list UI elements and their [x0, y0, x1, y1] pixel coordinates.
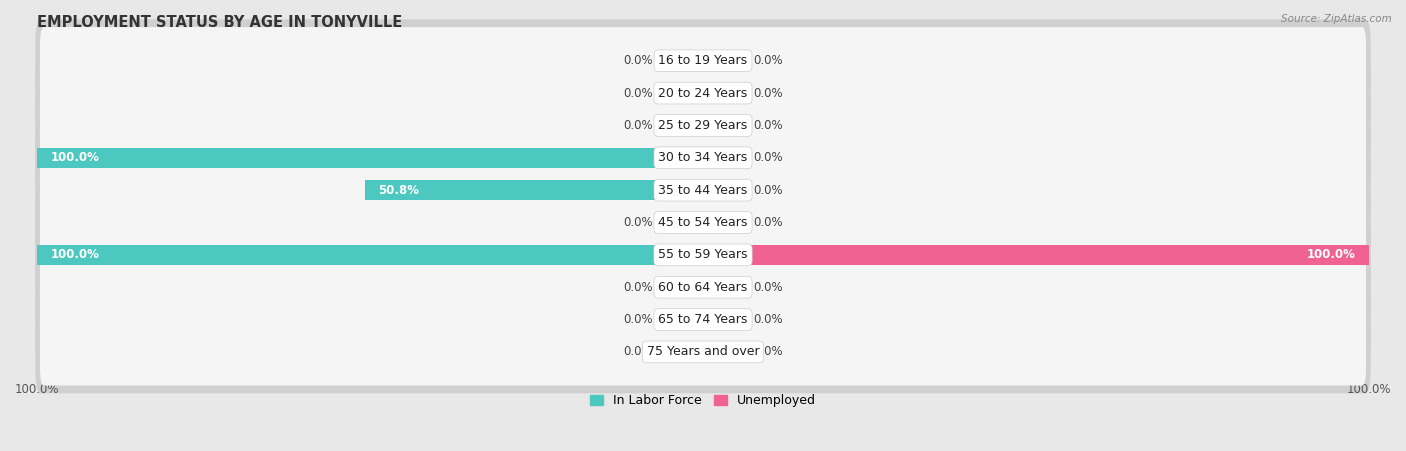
Bar	[664, 309, 703, 330]
Text: 0.0%: 0.0%	[754, 216, 783, 229]
Bar	[703, 51, 742, 71]
Bar	[703, 148, 742, 168]
Bar	[37, 148, 703, 168]
Text: 35 to 44 Years: 35 to 44 Years	[658, 184, 748, 197]
Bar	[703, 212, 742, 233]
Bar	[703, 115, 742, 135]
Text: 0.0%: 0.0%	[623, 313, 652, 326]
Bar	[703, 245, 1369, 265]
Text: 25 to 29 Years: 25 to 29 Years	[658, 119, 748, 132]
Text: 0.0%: 0.0%	[754, 281, 783, 294]
Text: 0.0%: 0.0%	[754, 184, 783, 197]
Bar	[664, 212, 703, 233]
Text: 0.0%: 0.0%	[623, 345, 652, 359]
FancyBboxPatch shape	[35, 246, 1371, 329]
FancyBboxPatch shape	[39, 221, 1367, 289]
FancyBboxPatch shape	[35, 310, 1371, 393]
FancyBboxPatch shape	[35, 213, 1371, 296]
Bar	[664, 115, 703, 135]
Bar	[37, 245, 703, 265]
FancyBboxPatch shape	[35, 278, 1371, 361]
FancyBboxPatch shape	[35, 181, 1371, 264]
Legend: In Labor Force, Unemployed: In Labor Force, Unemployed	[585, 389, 821, 412]
FancyBboxPatch shape	[39, 253, 1367, 321]
Bar	[703, 309, 742, 330]
FancyBboxPatch shape	[35, 149, 1371, 231]
FancyBboxPatch shape	[39, 189, 1367, 256]
Text: 100.0%: 100.0%	[1306, 249, 1355, 262]
Bar	[703, 277, 742, 297]
Bar	[664, 342, 703, 362]
Text: 0.0%: 0.0%	[754, 119, 783, 132]
Bar	[703, 180, 742, 200]
FancyBboxPatch shape	[35, 116, 1371, 199]
FancyBboxPatch shape	[35, 19, 1371, 102]
Text: 0.0%: 0.0%	[754, 54, 783, 67]
FancyBboxPatch shape	[39, 60, 1367, 127]
Text: 0.0%: 0.0%	[754, 87, 783, 100]
FancyBboxPatch shape	[39, 286, 1367, 353]
Bar	[703, 342, 742, 362]
Text: 20 to 24 Years: 20 to 24 Years	[658, 87, 748, 100]
Text: 0.0%: 0.0%	[623, 281, 652, 294]
Text: 0.0%: 0.0%	[623, 87, 652, 100]
Text: 0.0%: 0.0%	[754, 313, 783, 326]
Text: Source: ZipAtlas.com: Source: ZipAtlas.com	[1281, 14, 1392, 23]
Text: 100.0%: 100.0%	[51, 249, 100, 262]
Text: 100.0%: 100.0%	[51, 151, 100, 164]
Text: 0.0%: 0.0%	[754, 151, 783, 164]
Text: 55 to 59 Years: 55 to 59 Years	[658, 249, 748, 262]
FancyBboxPatch shape	[35, 84, 1371, 167]
Text: 0.0%: 0.0%	[623, 54, 652, 67]
FancyBboxPatch shape	[39, 318, 1367, 386]
Bar	[664, 51, 703, 71]
Text: 0.0%: 0.0%	[623, 216, 652, 229]
Text: 0.0%: 0.0%	[754, 345, 783, 359]
Text: 50.8%: 50.8%	[378, 184, 419, 197]
Text: EMPLOYMENT STATUS BY AGE IN TONYVILLE: EMPLOYMENT STATUS BY AGE IN TONYVILLE	[37, 15, 402, 30]
Bar	[364, 180, 703, 200]
Text: 60 to 64 Years: 60 to 64 Years	[658, 281, 748, 294]
Text: 65 to 74 Years: 65 to 74 Years	[658, 313, 748, 326]
Text: 0.0%: 0.0%	[623, 119, 652, 132]
Bar	[664, 83, 703, 103]
FancyBboxPatch shape	[39, 124, 1367, 192]
Text: 45 to 54 Years: 45 to 54 Years	[658, 216, 748, 229]
FancyBboxPatch shape	[35, 52, 1371, 134]
Text: 75 Years and over: 75 Years and over	[647, 345, 759, 359]
Text: 16 to 19 Years: 16 to 19 Years	[658, 54, 748, 67]
Bar	[664, 277, 703, 297]
FancyBboxPatch shape	[39, 27, 1367, 94]
FancyBboxPatch shape	[39, 156, 1367, 224]
Text: 30 to 34 Years: 30 to 34 Years	[658, 151, 748, 164]
Bar	[703, 83, 742, 103]
FancyBboxPatch shape	[39, 92, 1367, 159]
